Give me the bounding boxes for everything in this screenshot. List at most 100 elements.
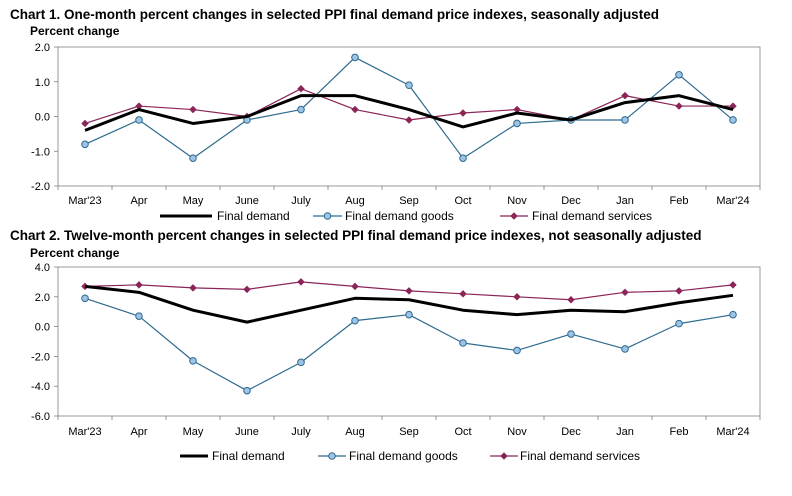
chart2-series-point-1 xyxy=(459,339,467,347)
chart2-series-point-1 xyxy=(81,294,89,303)
chart2-series-point-1 xyxy=(405,310,413,319)
chart2-xtick-label: Apr xyxy=(130,426,147,438)
chart1-ytick-label: 1.0 xyxy=(35,77,50,89)
chart1-series-point-1 xyxy=(513,119,521,128)
chart2-series-point-1 xyxy=(675,319,683,328)
chart1-series-point-2 xyxy=(459,109,467,117)
chart1-series-point-1 xyxy=(297,105,305,114)
chart2-ytick-label: -4.0 xyxy=(31,381,50,393)
chart1-xtick-label: Oct xyxy=(454,195,471,207)
chart1-legend-label-1: Final demand goods xyxy=(345,209,454,223)
chart2-series-point-2 xyxy=(189,284,197,292)
chart1-legend-marker-2 xyxy=(510,212,518,220)
chart2-xtick-label: Sep xyxy=(399,426,419,438)
chart1-ylabel: Percent change xyxy=(30,24,120,38)
chart1-series-point-1 xyxy=(621,116,629,124)
chart1-series-line-0 xyxy=(84,94,734,132)
chart1-series-point-1 xyxy=(675,71,683,79)
chart1-legend-label-0: Final demand xyxy=(217,209,290,223)
chart2: 4.0 2.0 0.0 -2.0 -4.0 -6.0 Mar'23 Apr May June Jul… xyxy=(31,262,761,463)
chart1-ytick-label: -1.0 xyxy=(31,146,50,158)
chart2-xtick-label: July xyxy=(291,426,311,438)
chart1-xtick-label: Aug xyxy=(345,195,365,207)
chart1-series-point-2 xyxy=(81,119,89,128)
chart2-xtick-label: June xyxy=(235,426,259,438)
chart2-xtick-label: Nov xyxy=(507,426,527,438)
chart2-series-point-1 xyxy=(351,316,359,325)
chart1-xtick-label: Mar'24 xyxy=(716,195,749,207)
chart2-ytick-label: 2.0 xyxy=(35,292,50,304)
chart2-ytick-label: 0.0 xyxy=(35,322,50,334)
chart1-series-point-2 xyxy=(675,102,683,110)
chart2-series-point-2 xyxy=(297,278,305,286)
chart1-xtick-label: May xyxy=(183,195,204,207)
chart2-series-point-1 xyxy=(621,345,629,353)
chart2-series-point-1 xyxy=(243,386,251,395)
chart2-series-point-1 xyxy=(729,310,737,319)
chart2-xtick-label: Feb xyxy=(670,426,689,438)
chart2-series-point-1 xyxy=(135,312,143,320)
chart2-xtick-label: Mar'23 xyxy=(68,426,101,438)
chart2-series-point-2 xyxy=(243,285,251,294)
chart1-series-line-1 xyxy=(84,56,734,159)
chart2-legend-label-1: Final demand goods xyxy=(349,449,458,463)
chart2-series-point-2 xyxy=(729,281,737,289)
chart1-series-point-2 xyxy=(405,116,413,124)
chart2-xtick-label: May xyxy=(183,426,204,438)
chart1-legend-marker-1 xyxy=(323,212,332,220)
chart2-plot-frame xyxy=(57,266,761,417)
chart2-legend-marker-1 xyxy=(328,452,336,460)
chart2-series-point-1 xyxy=(189,357,197,365)
chart1-ytick-label: -2.0 xyxy=(31,181,50,193)
chart1-xtick-label: June xyxy=(235,195,259,207)
chart2-ytick-label: -2.0 xyxy=(31,351,50,363)
chart1-xtick-label: Dec xyxy=(561,195,581,207)
chart2-xtick-label: Mar'24 xyxy=(716,426,749,438)
chart1-series-point-1 xyxy=(135,116,143,124)
chart2-series-point-1 xyxy=(513,346,521,355)
chart1-xtick-label: July xyxy=(291,195,311,207)
chart2-legend-label-0: Final demand xyxy=(212,449,285,463)
chart2-legend-label-2: Final demand services xyxy=(520,449,640,463)
chart1-series-point-1 xyxy=(189,154,197,162)
chart1-series-point-1 xyxy=(81,140,89,149)
chart2-series-point-1 xyxy=(297,358,305,367)
chart1-series-point-2 xyxy=(189,105,197,114)
chart1-series-point-2 xyxy=(351,105,359,114)
chart1-title: Chart 1. One-month percent changes in se… xyxy=(10,7,659,22)
chart2-series-point-2 xyxy=(135,281,143,289)
chart1-xtick-label: Sep xyxy=(399,195,419,207)
chart2-xtick-label: Dec xyxy=(561,426,581,438)
chart2-xtick-label: Aug xyxy=(345,426,365,438)
chart1-series-point-1 xyxy=(729,116,737,124)
chart2-xtick-label: Oct xyxy=(454,426,471,438)
chart1-series-point-2 xyxy=(621,91,629,100)
chart1-series-point-2 xyxy=(297,84,305,93)
chart1-series-point-1 xyxy=(405,81,413,90)
chart1-xtick-label: Nov xyxy=(507,195,527,207)
chart1-xtick-label: Mar'23 xyxy=(68,195,101,207)
chart2-series-point-2 xyxy=(459,290,467,298)
chart2-ytick-label: -6.0 xyxy=(31,411,50,423)
chart1-xtick-label: Apr xyxy=(130,195,147,207)
chart2-series-point-1 xyxy=(567,330,575,338)
chart1-xtick-label: Jan xyxy=(616,195,634,207)
chart2-series-point-2 xyxy=(351,282,359,291)
chart1-series-point-1 xyxy=(459,154,467,162)
chart2-title: Chart 2. Twelve-month percent changes in… xyxy=(10,228,702,243)
chart2-series-point-2 xyxy=(405,287,413,295)
chart2-series-point-2 xyxy=(567,296,575,304)
chart1: 2.0 1.0 0.0 -1.0 -2.0 Mar'23 Apr May June July Aug… xyxy=(31,42,761,223)
chart2-series-point-2 xyxy=(621,288,629,297)
chart2-series-line-0 xyxy=(84,284,734,324)
chart2-series-point-2 xyxy=(675,287,683,295)
chart1-legend-label-2: Final demand services xyxy=(532,209,652,223)
chart2-series-point-2 xyxy=(513,293,521,301)
chart1-ytick-label: 0.0 xyxy=(35,112,50,124)
chart2-ytick-label: 4.0 xyxy=(35,262,50,274)
chart1-series-point-1 xyxy=(351,53,359,62)
chart2-xtick-label: Jan xyxy=(616,426,634,438)
chart1-xtick-label: Feb xyxy=(670,195,689,207)
chart2-legend-marker-2 xyxy=(500,452,508,460)
